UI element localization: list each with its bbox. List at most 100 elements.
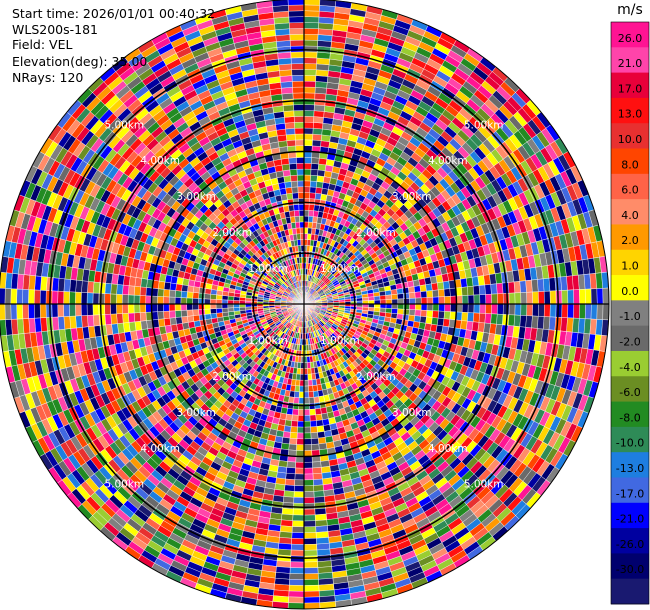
velocity-gate-cell	[303, 379, 309, 387]
velocity-gate-cell	[367, 296, 375, 301]
velocity-gate-cell	[303, 157, 312, 164]
velocity-gate-cell	[174, 303, 182, 311]
velocity-gate-cell	[139, 303, 147, 313]
velocity-gate-cell	[116, 294, 123, 305]
velocity-gate-cell	[303, 391, 310, 399]
velocity-gate-cell	[391, 308, 398, 314]
velocity-gate-cell	[286, 461, 296, 469]
velocity-gate-cell	[303, 51, 318, 59]
velocity-gate-cell	[151, 295, 158, 305]
velocity-gate-cell	[210, 308, 217, 315]
velocity-gate-cell	[356, 297, 363, 302]
velocity-gate-cell	[303, 444, 312, 451]
velocity-gate-cell	[283, 490, 295, 498]
velocity-gate-cell	[289, 573, 305, 580]
velocity-gate-cell	[10, 303, 18, 320]
velocity-gate-cell	[292, 508, 305, 516]
velocity-gate-cell	[290, 426, 298, 434]
velocity-gate-cell	[590, 303, 598, 320]
velocity-gate-cell	[450, 295, 457, 305]
velocity-gate-cell	[310, 426, 318, 434]
velocity-gate-cell	[128, 285, 136, 296]
velocity-gate-cell	[288, 596, 305, 604]
velocity-gate-cell	[303, 403, 310, 410]
velocity-gate-cell	[311, 379, 318, 386]
velocity-gate-cell	[420, 297, 428, 305]
velocity-gate-cell	[573, 303, 580, 319]
velocity-gate-cell	[303, 467, 314, 475]
velocity-gate-cell	[549, 290, 557, 305]
velocity-gate-cell	[289, 437, 298, 445]
velocity-gate-cell	[290, 420, 299, 428]
velocity-gate-cell	[116, 284, 124, 295]
velocity-gate-cell	[169, 289, 176, 298]
velocity-gate-cell	[379, 290, 386, 297]
velocity-gate-cell	[316, 537, 330, 545]
velocity-gate-cell	[303, 461, 313, 469]
velocity-gate-cell	[104, 303, 111, 315]
velocity-gate-cell	[303, 508, 316, 516]
velocity-gate-cell	[292, 520, 305, 528]
velocity-gate-cell	[45, 303, 53, 318]
velocity-gate-cell	[379, 295, 387, 301]
velocity-gate-cell	[110, 283, 118, 295]
velocity-gate-cell	[502, 293, 510, 305]
velocity-gate-cell	[310, 163, 319, 171]
velocity-gate-cell	[308, 385, 314, 393]
velocity-gate-cell	[157, 288, 165, 297]
velocity-gate-cell	[139, 312, 147, 322]
velocity-gate-cell	[303, 579, 319, 586]
velocity-gate-cell	[373, 291, 381, 297]
velocity-gate-cell	[309, 180, 318, 188]
velocity-gate-cell	[479, 303, 487, 314]
velocity-gate-cell	[303, 39, 318, 47]
velocity-gate-cell	[308, 215, 314, 223]
velocity-gate-cell	[456, 303, 463, 313]
velocity-gate-cell	[315, 413, 323, 421]
velocity-gate-cell	[180, 290, 188, 299]
velocity-gate-cell	[584, 303, 592, 320]
velocity-gate-cell	[426, 290, 434, 298]
velocity-gate-cell	[315, 69, 329, 77]
velocity-gate-cell	[413, 315, 421, 323]
velocity-gate-cell	[284, 484, 295, 492]
velocity-gate-cell	[303, 4, 320, 12]
velocity-gate-cell	[297, 426, 305, 434]
velocity-gate-cell	[310, 169, 319, 176]
velocity-gate-cell	[303, 121, 314, 129]
velocity-gate-cell	[294, 385, 300, 393]
velocity-gate-cell	[163, 289, 171, 298]
velocity-gate-cell	[414, 291, 422, 299]
velocity-gate-cell	[157, 280, 166, 290]
velocity-gate-cell	[318, 442, 328, 451]
velocity-gate-cell	[296, 438, 305, 445]
velocity-gate-cell	[350, 298, 357, 302]
velocity-gate-cell	[303, 567, 319, 574]
velocity-gate-cell	[432, 296, 440, 305]
velocity-gate-cell	[308, 204, 315, 211]
velocity-gate-cell	[192, 286, 200, 294]
velocity-gate-cell	[316, 425, 325, 433]
velocity-gate-cell	[289, 432, 298, 439]
velocity-gate-cell	[303, 573, 319, 580]
velocity-gate-cell	[513, 314, 521, 327]
velocity-gate-cell	[473, 303, 481, 314]
velocity-gate-cell	[309, 186, 317, 194]
velocity-gate-cell	[573, 289, 580, 305]
velocity-gate-cell	[192, 303, 199, 311]
velocity-gate-cell	[303, 45, 318, 53]
velocity-gate-cell	[133, 312, 141, 322]
velocity-gate-cell	[121, 303, 129, 314]
velocity-gate-cell	[303, 192, 310, 199]
velocity-gate-cell	[543, 303, 551, 318]
velocity-gate-cell	[116, 303, 123, 315]
velocity-gate-cell	[472, 312, 480, 323]
velocity-gate-cell	[303, 204, 310, 211]
velocity-gate-cell	[561, 290, 569, 305]
velocity-gate-cell	[279, 531, 293, 539]
velocity-gate-cell	[432, 310, 439, 319]
velocity-gate-cell	[303, 520, 316, 528]
velocity-gate-cell	[579, 289, 586, 305]
velocity-gate-cell	[491, 303, 498, 315]
